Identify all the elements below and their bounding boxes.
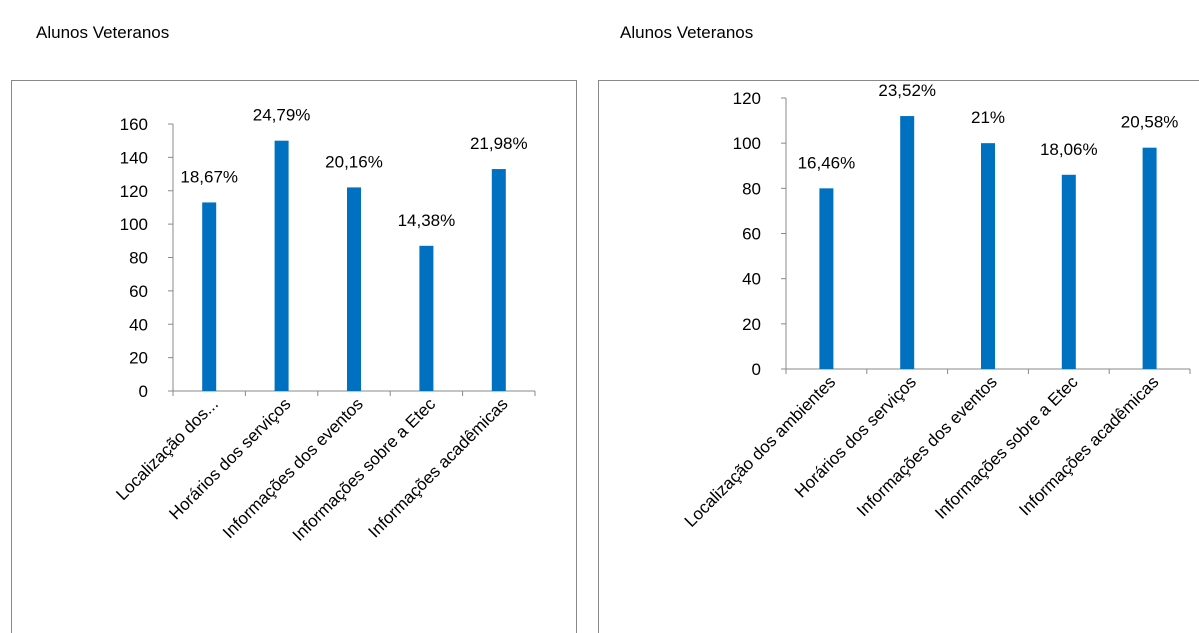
x-tick-label: Informações sobre a Etec [931,372,1082,523]
bar [491,169,506,391]
y-tick-label: 60 [129,282,148,301]
y-tick-label: 40 [129,315,148,334]
x-tick-label: Informações dos eventos [219,394,367,542]
y-tick-label: 20 [742,315,761,334]
y-tick-label: 100 [733,134,761,153]
data-label: 20,16% [325,152,383,171]
bar [1142,147,1157,369]
data-label: 20,58% [1121,113,1179,132]
chart-frame [598,80,1199,633]
x-tick-label: Informações dos eventos [853,372,1001,520]
bar [1061,174,1076,369]
y-tick-label: 140 [120,148,148,167]
y-tick-label: 80 [742,179,761,198]
x-tick-label: Informações sobre a Etec [289,394,440,545]
bar [900,116,915,369]
y-tick-label: 100 [120,215,148,234]
data-label: 21% [971,108,1005,127]
y-tick-label: 0 [752,360,761,379]
data-label: 18,67% [180,167,238,186]
data-label: 14,38% [398,211,456,230]
y-tick-label: 120 [120,182,148,201]
bar [347,187,361,391]
data-label: 16,46% [798,153,856,172]
chart-title: Alunos Veteranos [36,23,169,42]
data-label: 24,79% [253,106,311,125]
chart-frame [11,80,577,633]
chart-title: Alunos Veteranos [620,23,753,42]
bar [202,202,217,391]
bar [981,143,995,369]
y-tick-label: 20 [129,349,148,368]
x-tick-label: Horários dos serviços [165,394,294,523]
y-tick-label: 60 [742,225,761,244]
x-tick-label: Localização dos ambientes [681,372,839,530]
y-tick-label: 80 [129,249,148,268]
data-label: 18,06% [1040,140,1098,159]
bar [419,245,434,391]
y-tick-label: 120 [733,89,761,108]
data-label: 21,98% [470,134,528,153]
x-tick-label: Informações acadêmicas [1015,372,1162,519]
bar [274,140,289,391]
y-tick-label: 160 [120,115,148,134]
data-label: 23,52% [878,81,936,100]
x-tick-label: Informações acadêmicas [365,394,512,541]
bar [819,188,834,369]
y-tick-label: 0 [139,382,148,401]
y-tick-label: 40 [742,270,761,289]
